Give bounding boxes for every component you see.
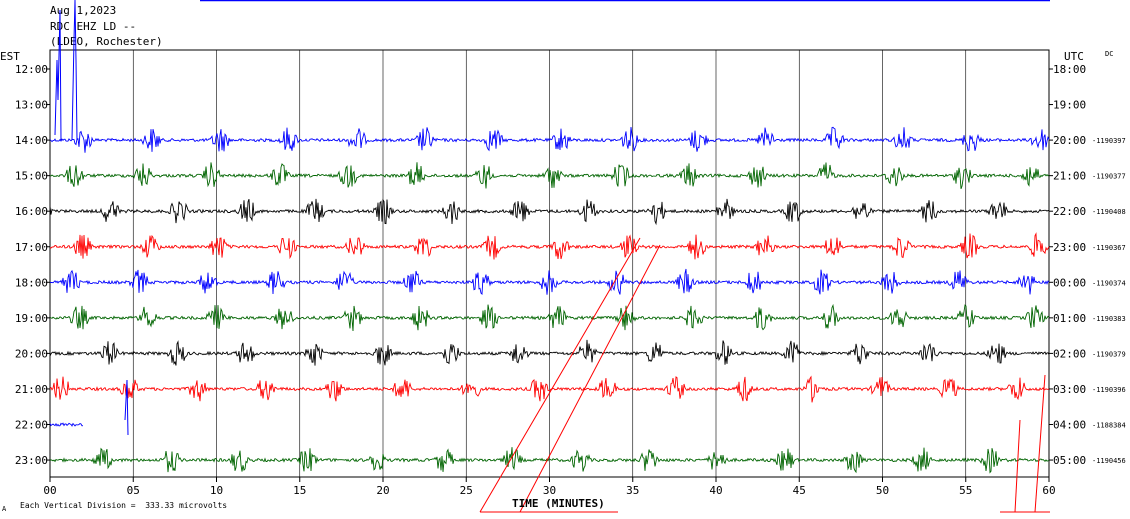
diagonal-line [1014,419,1021,513]
seismic-trace [49,268,1050,295]
utc-hour-label: 21:00 [1053,170,1086,183]
trace-spike [124,379,129,436]
est-hour-label: 12:00 [15,63,48,76]
seismic-trace [50,232,1050,260]
utc-hour-label: 04:00 [1053,419,1086,432]
dc-label: DC [1105,50,1114,58]
x-tick-label: 15 [293,484,306,497]
x-axis-title: TIME (MINUTES) [512,497,605,510]
x-tick-label: 60 [1042,484,1055,497]
utc-hour-label: 22:00 [1053,205,1086,218]
x-tick-label: 55 [959,484,972,497]
est-hour-label: 23:00 [15,454,48,467]
x-tick-label: 10 [210,484,223,497]
trace-spike [71,0,78,141]
utc-hour-label: 03:00 [1053,383,1086,396]
x-tick-label: 30 [543,484,556,497]
trace-count-label: -1190383 [1092,315,1126,323]
trace-count-label: -1190408 [1092,208,1126,216]
utc-hour-label: 20:00 [1053,134,1086,147]
trace-count-label: -1190397 [1092,137,1126,145]
trace-count-label: -1190396 [1092,386,1126,394]
diagonal-line [479,237,641,513]
x-tick-label: 05 [127,484,140,497]
utc-hour-label: 00:00 [1053,276,1086,289]
corner-mark: A [2,505,7,513]
utc-hour-label: 01:00 [1053,312,1086,325]
x-tick-label: 35 [626,484,639,497]
trace-count-label: -1188384 [1092,422,1126,430]
seismic-trace [49,303,1050,332]
est-hour-label: 20:00 [15,347,48,360]
vertical-division-note: Each Vertical Division = 333.33 microvol… [20,501,228,510]
trace-count-label: -1190377 [1092,173,1126,181]
left-timezone-label: EST [0,50,20,63]
right-timezone-label: UTC [1064,50,1084,63]
x-tick-label: 00 [43,484,56,497]
trace-count-label: -1190379 [1092,350,1126,358]
seismic-trace [49,339,1050,366]
trace-spike [54,9,62,141]
trace-count-label: -1190367 [1092,244,1126,252]
est-hour-label: 17:00 [15,241,48,254]
utc-hour-label: 05:00 [1053,454,1086,467]
x-tick-label: 25 [460,484,473,497]
x-tick-label: 50 [876,484,889,497]
seismic-trace [49,126,1050,153]
est-hour-label: 21:00 [15,383,48,396]
utc-hour-label: 18:00 [1053,63,1086,76]
est-hour-label: 18:00 [15,276,48,289]
est-hour-label: 14:00 [15,134,48,147]
seismic-trace [49,422,84,427]
est-hour-label: 13:00 [15,99,48,112]
est-hour-label: 22:00 [15,419,48,432]
trace-count-label: -1190374 [1092,279,1126,287]
utc-hour-label: 19:00 [1053,99,1086,112]
est-hour-label: 19:00 [15,312,48,325]
seismic-trace [49,162,1050,189]
trace-count-label: -1190456 [1092,457,1126,465]
x-tick-label: 45 [793,484,806,497]
x-tick-label: 20 [376,484,389,497]
utc-hour-label: 02:00 [1053,347,1086,360]
diagonal-line [519,244,661,513]
header-station: RDC EHZ LD -- [50,20,137,33]
seismic-trace [49,198,1050,226]
seismic-trace [49,447,1050,474]
x-tick-label: 40 [709,484,722,497]
utc-hour-label: 23:00 [1053,241,1086,254]
est-hour-label: 15:00 [15,170,48,183]
diagonal-line [1034,374,1046,513]
est-hour-label: 16:00 [15,205,48,218]
seismic-trace [49,375,1050,403]
